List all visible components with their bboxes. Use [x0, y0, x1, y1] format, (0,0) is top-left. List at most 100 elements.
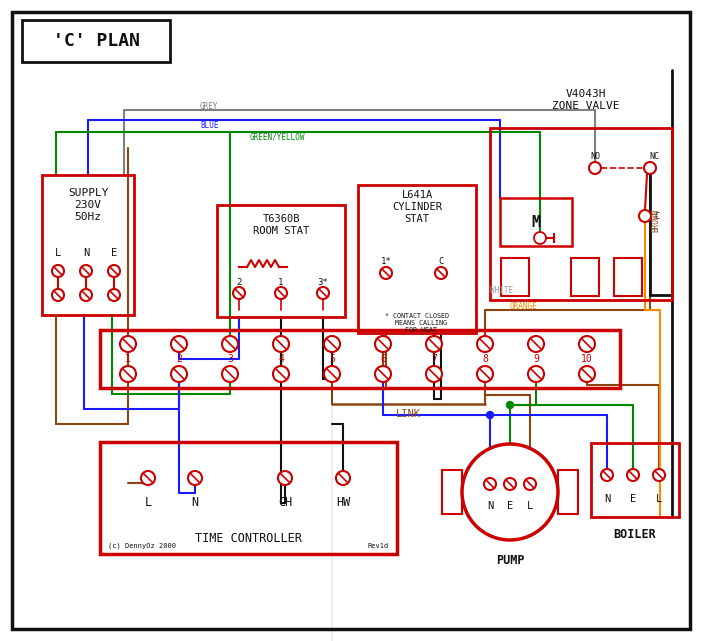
- Text: 4: 4: [278, 354, 284, 364]
- Bar: [501, 258, 529, 296]
- Circle shape: [278, 471, 292, 485]
- Text: N: N: [487, 501, 493, 511]
- Circle shape: [627, 469, 639, 481]
- Text: 1: 1: [125, 354, 131, 364]
- Bar: [100, 442, 397, 554]
- Circle shape: [462, 444, 558, 540]
- Circle shape: [171, 366, 187, 382]
- Text: TIME CONTROLLER: TIME CONTROLLER: [195, 531, 302, 544]
- Text: Rev1d: Rev1d: [368, 543, 389, 549]
- Circle shape: [171, 336, 187, 352]
- Text: T6360B
ROOM STAT: T6360B ROOM STAT: [253, 214, 309, 236]
- Circle shape: [108, 289, 120, 301]
- Circle shape: [589, 162, 601, 174]
- Circle shape: [579, 366, 595, 382]
- Bar: [500, 198, 572, 246]
- Circle shape: [653, 469, 665, 481]
- Circle shape: [80, 265, 92, 277]
- Circle shape: [233, 287, 245, 299]
- Bar: [100, 330, 620, 388]
- Circle shape: [141, 471, 155, 485]
- Bar: [42, 175, 134, 315]
- Text: LINK: LINK: [395, 409, 420, 419]
- Text: GREY: GREY: [200, 101, 218, 110]
- Text: 2: 2: [176, 354, 182, 364]
- Circle shape: [108, 265, 120, 277]
- Text: WHITE: WHITE: [490, 285, 513, 294]
- Circle shape: [324, 336, 340, 352]
- Circle shape: [80, 289, 92, 301]
- Text: 6: 6: [380, 354, 386, 364]
- Circle shape: [534, 232, 546, 244]
- Circle shape: [528, 366, 544, 382]
- Circle shape: [639, 210, 651, 222]
- Text: HW: HW: [336, 495, 350, 508]
- Circle shape: [188, 471, 202, 485]
- Text: ORANGE: ORANGE: [510, 301, 538, 310]
- Text: E: E: [111, 248, 117, 258]
- Circle shape: [120, 336, 136, 352]
- Circle shape: [324, 366, 340, 382]
- Bar: [358, 185, 476, 333]
- Text: PUMP: PUMP: [496, 553, 524, 567]
- Circle shape: [435, 267, 447, 279]
- Circle shape: [426, 366, 442, 382]
- Bar: [490, 128, 672, 300]
- Circle shape: [222, 336, 238, 352]
- Circle shape: [644, 162, 656, 174]
- Circle shape: [375, 366, 391, 382]
- Circle shape: [486, 412, 494, 419]
- Circle shape: [222, 366, 238, 382]
- Text: E: E: [507, 501, 513, 511]
- Circle shape: [375, 336, 391, 352]
- Text: BROWN: BROWN: [651, 208, 661, 231]
- Circle shape: [477, 336, 493, 352]
- Circle shape: [273, 366, 289, 382]
- Text: 3*: 3*: [317, 278, 329, 287]
- Text: N: N: [192, 495, 199, 508]
- Text: CH: CH: [278, 495, 292, 508]
- Text: GREEN/YELLOW: GREEN/YELLOW: [250, 133, 305, 142]
- Text: M: M: [531, 215, 541, 229]
- Text: 8: 8: [482, 354, 488, 364]
- Text: NC: NC: [649, 151, 659, 160]
- Text: N: N: [604, 494, 610, 504]
- Text: NO: NO: [590, 151, 600, 160]
- Circle shape: [507, 401, 513, 408]
- Text: N: N: [83, 248, 89, 258]
- Text: L641A
CYLINDER
STAT: L641A CYLINDER STAT: [392, 190, 442, 224]
- Text: C: C: [654, 212, 659, 221]
- Text: 10: 10: [581, 354, 593, 364]
- Bar: [22, 20, 170, 62]
- Text: 1*: 1*: [380, 256, 392, 265]
- Circle shape: [504, 478, 516, 490]
- Circle shape: [336, 471, 350, 485]
- Text: 'C' PLAN: 'C' PLAN: [53, 32, 140, 50]
- Text: BOILER: BOILER: [614, 528, 656, 542]
- Circle shape: [317, 287, 329, 299]
- Text: 2: 2: [237, 278, 241, 287]
- Circle shape: [380, 267, 392, 279]
- Text: SUPPLY
230V
50Hz: SUPPLY 230V 50Hz: [68, 188, 108, 222]
- Text: 3: 3: [227, 354, 233, 364]
- Circle shape: [52, 265, 64, 277]
- Circle shape: [477, 366, 493, 382]
- Text: 1: 1: [278, 278, 284, 287]
- Text: E: E: [630, 494, 636, 504]
- Text: L: L: [145, 495, 152, 508]
- Text: 9: 9: [533, 354, 539, 364]
- Bar: [614, 258, 642, 296]
- Circle shape: [426, 336, 442, 352]
- Circle shape: [601, 469, 613, 481]
- Bar: [558, 470, 578, 514]
- Circle shape: [484, 478, 496, 490]
- Bar: [217, 205, 345, 317]
- Bar: [571, 258, 599, 296]
- Circle shape: [120, 366, 136, 382]
- Bar: [591, 443, 679, 517]
- Circle shape: [528, 336, 544, 352]
- Text: 5: 5: [329, 354, 335, 364]
- Circle shape: [579, 336, 595, 352]
- Circle shape: [524, 478, 536, 490]
- Text: (c) DennyOz 2000: (c) DennyOz 2000: [108, 542, 176, 549]
